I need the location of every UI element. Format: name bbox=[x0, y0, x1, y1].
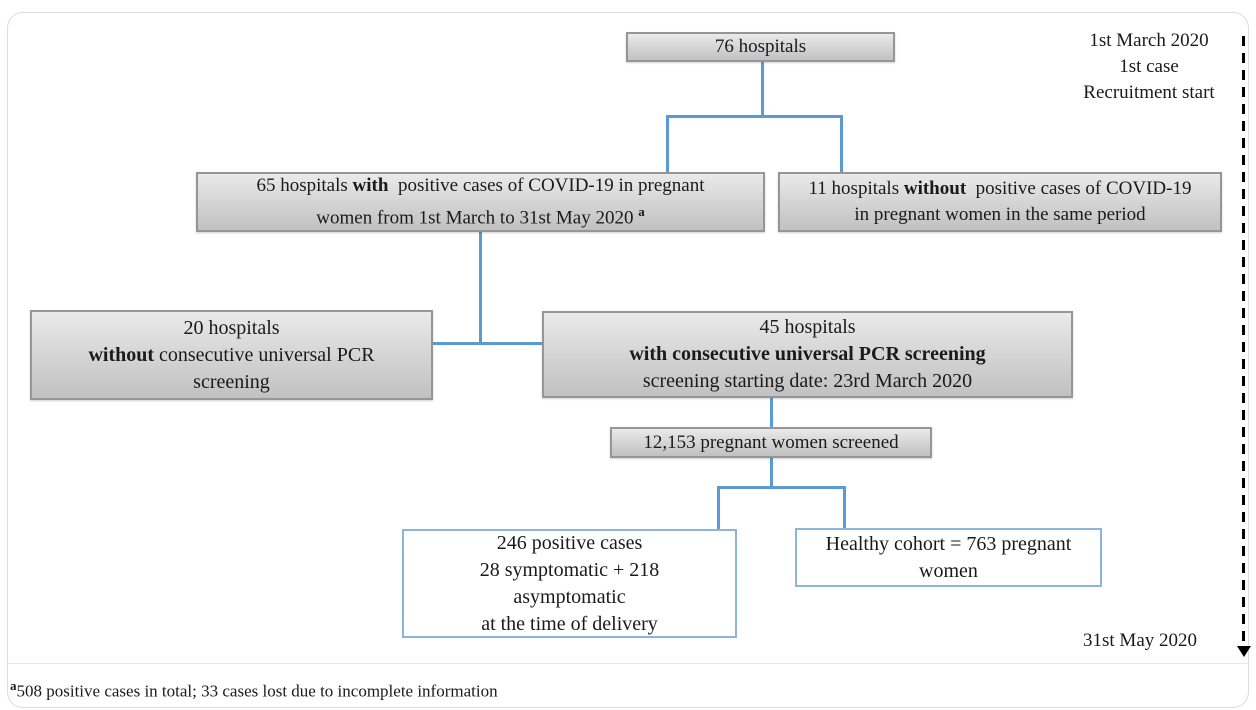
node-text: 12,153 pregnant women screened bbox=[643, 431, 899, 453]
footnote: a508 positive cases in total; 33 cases l… bbox=[10, 678, 498, 702]
node-text: screening starting date: 23rd March 2020 bbox=[642, 370, 973, 392]
node-text: 65 hospitals bbox=[256, 174, 353, 196]
node-20-without-pcr-screening: 20 hospitals without consecutive univers… bbox=[30, 310, 433, 400]
connector-20-45-horizontal bbox=[433, 342, 542, 345]
footnote-text: 508 positive cases in total; 33 cases lo… bbox=[16, 681, 498, 701]
node-text: in pregnant women in the same period bbox=[854, 204, 1146, 225]
footnote-marker: a bbox=[10, 678, 17, 693]
node-healthy-cohort: Healthy cohort = 763 pregnant women bbox=[795, 528, 1102, 587]
node-text-bold: with bbox=[352, 174, 389, 196]
node-text: screening bbox=[193, 370, 270, 393]
timeline-arrowhead-icon bbox=[1237, 646, 1251, 657]
connector-split2-horizontal bbox=[717, 486, 846, 489]
node-text-bold: with consecutive universal PCR screening bbox=[629, 343, 986, 365]
node-text: positive cases of COVID-19 in pregnant bbox=[388, 174, 705, 196]
timeline-dashed-arrow bbox=[1242, 36, 1245, 646]
node-text: women from 1st March to 31st May 2020 bbox=[316, 207, 639, 229]
timeline-start-line1: 1st March 2020 bbox=[1089, 30, 1209, 51]
connector-65-down bbox=[479, 232, 482, 345]
connector-76-down bbox=[761, 62, 764, 118]
node-text: consecutive universal PCR bbox=[154, 343, 375, 366]
timeline-start-line2: 1st case bbox=[1119, 56, 1179, 77]
node-text: at the time of delivery bbox=[481, 612, 658, 635]
node-65-with-positive-cases: 65 hospitals with positive cases of COVI… bbox=[196, 172, 765, 232]
timeline-start-label: 1st March 2020 1st case Recruitment star… bbox=[1040, 28, 1256, 106]
footnote-marker: a bbox=[638, 203, 645, 219]
node-45-with-pcr-screening: 45 hospitals with consecutive universal … bbox=[542, 311, 1073, 398]
node-text-bold: without bbox=[903, 178, 967, 199]
node-text: 76 hospitals bbox=[714, 36, 807, 57]
connector-split1-right bbox=[840, 115, 843, 172]
node-text: women bbox=[919, 559, 978, 582]
node-text: Healthy cohort = 763 pregnant bbox=[825, 532, 1072, 555]
timeline-end-label: 31st May 2020 bbox=[1083, 630, 1197, 651]
node-text: 28 symptomatic + 218 bbox=[479, 558, 660, 581]
node-text: 45 hospitals bbox=[759, 316, 856, 338]
node-text: 246 positive cases bbox=[496, 531, 643, 554]
connector-45-down bbox=[770, 398, 773, 427]
node-76-hospitals: 76 hospitals bbox=[626, 32, 895, 62]
node-text: 20 hospitals bbox=[183, 316, 280, 339]
node-text: positive cases of COVID-19 bbox=[966, 178, 1192, 199]
node-text-bold: without bbox=[88, 343, 155, 366]
node-text: asymptomatic bbox=[513, 585, 626, 608]
footnote-divider bbox=[8, 663, 1248, 664]
node-text: 11 hospitals bbox=[808, 178, 904, 199]
connector-split2-left bbox=[717, 486, 720, 529]
connector-12153-down bbox=[770, 458, 773, 489]
node-12153-women-screened: 12,153 pregnant women screened bbox=[610, 427, 932, 458]
connector-split2-right bbox=[843, 486, 846, 528]
node-246-positive-cases: 246 positive cases 28 symptomatic + 218 … bbox=[402, 529, 737, 638]
connector-split1-horizontal bbox=[666, 115, 843, 118]
timeline-start-line3: Recruitment start bbox=[1083, 82, 1215, 103]
connector-split1-left bbox=[666, 115, 669, 172]
node-11-without-positive-cases: 11 hospitals without positive cases of C… bbox=[778, 172, 1222, 232]
